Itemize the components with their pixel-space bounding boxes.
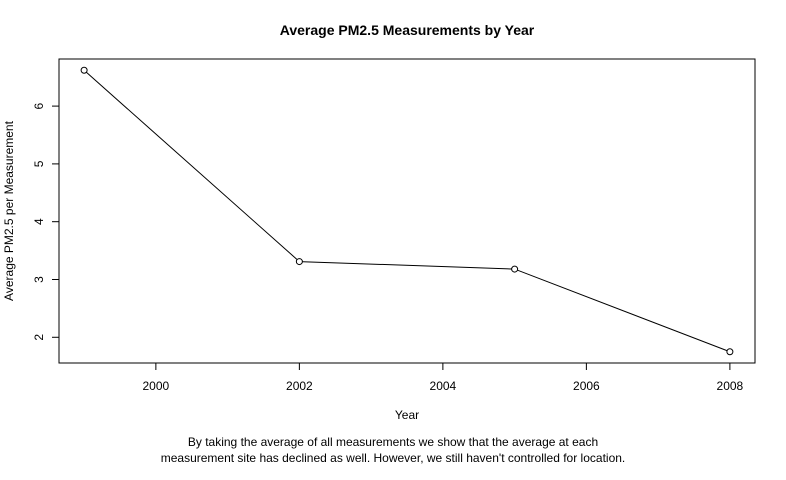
- y-tick-label: 5: [32, 160, 46, 167]
- x-tick-label: 2000: [143, 379, 170, 393]
- chart-title: Average PM2.5 Measurements by Year: [280, 22, 535, 38]
- caption-line-2: measurement site has declined as well. H…: [160, 451, 626, 465]
- y-tick-label: 4: [32, 218, 46, 225]
- plot-frame: [58, 58, 756, 364]
- x-tick-label: 2008: [717, 379, 744, 393]
- series-line: [83, 69, 731, 353]
- x-tick-label: 2004: [430, 379, 457, 393]
- data-point: [726, 348, 734, 356]
- y-tick-label: 6: [32, 102, 46, 109]
- data-point: [511, 265, 519, 273]
- y-axis-label: Average PM2.5 per Measurement: [2, 120, 16, 301]
- x-tick-label: 2006: [573, 379, 600, 393]
- y-tick-label: 2: [32, 334, 46, 341]
- data-point: [80, 66, 88, 74]
- x-tick-label: 2002: [286, 379, 313, 393]
- y-tick-label: 3: [32, 276, 46, 283]
- x-axis: 2000 2002 2004 2006 2008: [143, 363, 744, 393]
- x-axis-label: Year: [395, 408, 419, 422]
- caption-line-1: By taking the average of all measurement…: [187, 435, 599, 449]
- data-point: [295, 258, 303, 266]
- y-axis: 2 3 4 5 6: [32, 102, 59, 341]
- series-line-group: [80, 66, 734, 356]
- chart-caption: By taking the average of all measurement…: [0, 434, 786, 466]
